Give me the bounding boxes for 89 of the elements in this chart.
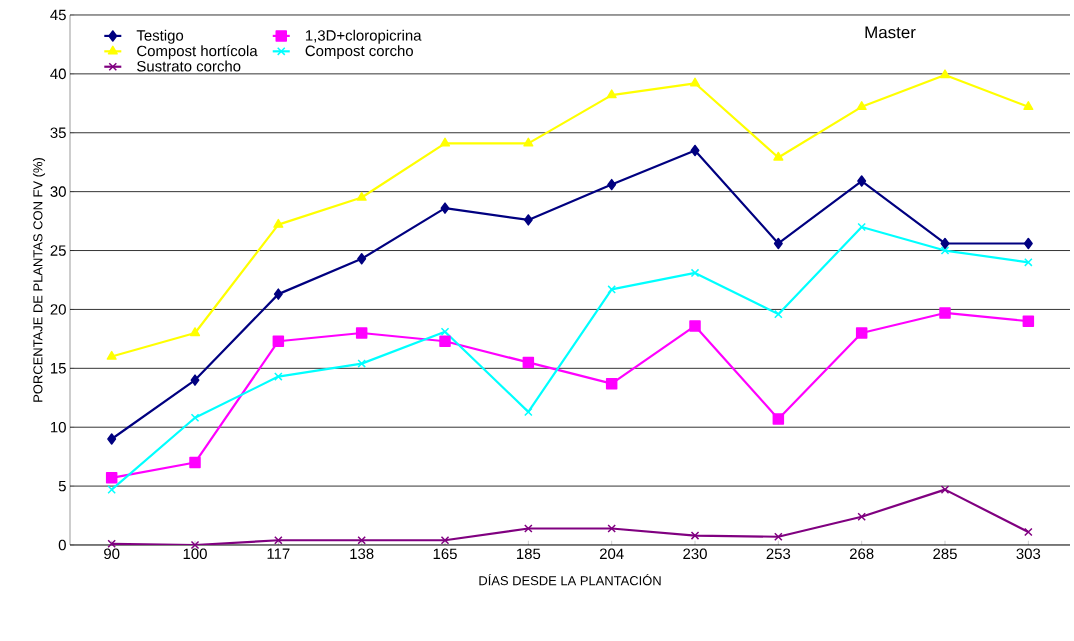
point (523, 214, 533, 226)
y-tick-label: 30 (50, 186, 66, 197)
point (440, 535, 450, 545)
point (1023, 237, 1033, 250)
y-tick-label: 0 (58, 539, 66, 551)
point (690, 268, 700, 278)
point (857, 175, 867, 187)
point (606, 89, 617, 99)
point (940, 246, 950, 255)
point (523, 137, 534, 147)
point (439, 335, 451, 347)
point (524, 407, 533, 417)
y-tick-label: 40 (50, 68, 66, 80)
point (607, 178, 617, 191)
point (689, 320, 701, 332)
x-tick-label: 185 (517, 548, 541, 560)
point (939, 307, 951, 319)
x-tick-label: 138 (350, 548, 374, 560)
point (607, 285, 616, 294)
x-axis-title: DÍAS DESDE LA PLANTACIÓN (479, 573, 661, 586)
point (857, 222, 866, 232)
y-tick-label: 25 (50, 245, 66, 256)
point (440, 327, 450, 337)
y-tick-label: 15 (51, 363, 66, 374)
point (355, 327, 368, 339)
point (357, 359, 366, 368)
point (857, 512, 866, 521)
y-tick-label: 5 (58, 480, 66, 492)
point (772, 413, 785, 425)
legend-label: Compost hortícola (137, 45, 258, 60)
point (105, 472, 118, 484)
legend-label: Testigo (136, 29, 184, 44)
point (1022, 315, 1035, 327)
x-tick-label: 303 (1016, 548, 1041, 560)
point (107, 485, 116, 494)
point (274, 372, 283, 381)
y-axis-title: PORCENTAJE DE PLANTAS CON FV (%) (32, 157, 46, 402)
point (940, 485, 950, 494)
point (773, 151, 784, 161)
x-tick-label: 100 (183, 548, 207, 560)
y-tick-label: 10 (51, 421, 66, 433)
point (439, 137, 451, 147)
y-tick-label: 35 (50, 127, 66, 139)
point (774, 309, 783, 319)
point (1023, 101, 1034, 111)
point (272, 335, 285, 347)
point (940, 237, 950, 250)
x-tick-label: 117 (267, 548, 290, 559)
point (273, 288, 283, 300)
point (1024, 527, 1033, 537)
point (107, 433, 117, 445)
x-tick-label: 285 (933, 548, 957, 560)
point (690, 531, 700, 540)
point (189, 456, 201, 469)
legend-label: Compost corcho (305, 45, 413, 60)
point (107, 539, 116, 549)
x-tick-label: 204 (599, 548, 624, 560)
point (605, 377, 618, 390)
legend-label: Sustrato corcho (137, 60, 241, 72)
x-tick-label: 268 (849, 548, 874, 560)
point (773, 237, 783, 250)
point (607, 524, 616, 533)
point (522, 356, 535, 369)
x-tick-label: 253 (766, 548, 791, 560)
point (689, 77, 701, 87)
point (190, 413, 200, 423)
point (274, 535, 283, 545)
annotation: Master (865, 26, 916, 39)
point (774, 532, 783, 542)
point (106, 350, 117, 360)
point (1024, 258, 1033, 267)
point (357, 535, 366, 545)
point (855, 327, 868, 339)
point (524, 524, 533, 533)
point (357, 253, 367, 265)
point (690, 144, 700, 157)
point (189, 327, 201, 337)
point (356, 191, 367, 201)
point (190, 374, 200, 386)
point (939, 69, 951, 79)
point (856, 101, 867, 111)
point (273, 218, 284, 228)
x-tick-label: 230 (683, 548, 707, 560)
y-tick-label: 20 (50, 304, 66, 315)
point (440, 202, 450, 214)
x-tick-label: 165 (433, 548, 457, 560)
y-tick-label: 45 (50, 9, 66, 21)
x-tick-label: 90 (104, 548, 120, 560)
legend-label: 1,3D+cloropicrina (305, 29, 422, 44)
